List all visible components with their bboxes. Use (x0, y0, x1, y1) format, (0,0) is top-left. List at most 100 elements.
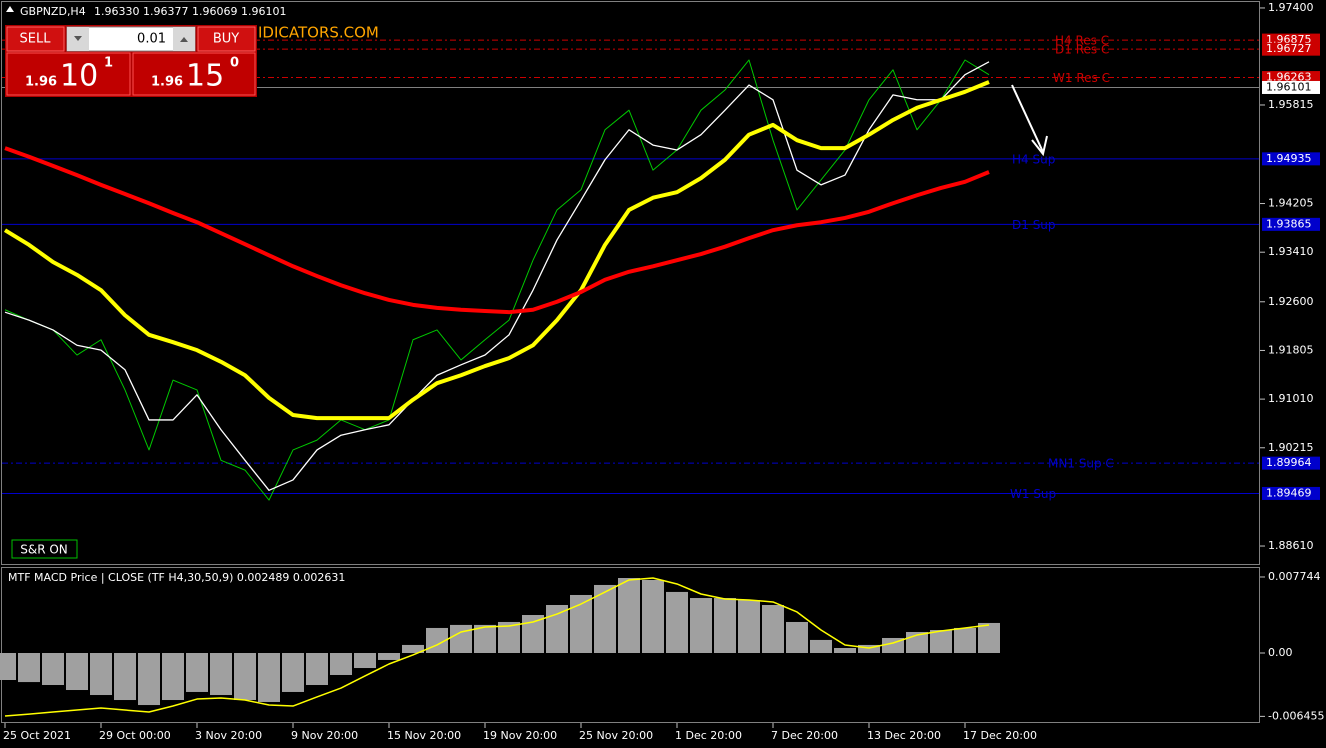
series-layer (0, 59, 1000, 717)
macd-pane-border (1, 567, 1260, 723)
y-tick-label: 1.90215 (1268, 441, 1314, 454)
histogram-bar (714, 598, 736, 654)
x-tick-label: 25 Oct 2021 (3, 729, 71, 742)
series-line (4, 59, 990, 501)
histogram-bar (978, 622, 1000, 654)
level-name: H4 Res C (1055, 34, 1109, 48)
histogram-bar (762, 604, 784, 654)
sell-button[interactable] (6, 26, 65, 52)
histogram-bar (330, 653, 352, 675)
y-tick-label: 0.007744 (1268, 570, 1321, 583)
y-tick-label: 0.00 (1268, 646, 1293, 659)
histogram-bar (18, 653, 40, 683)
collapse-icon[interactable] (6, 6, 14, 12)
levels-layer: H4 Res CD1 Res C W1 Res C H4 Sup D1 Sup MN1 … (2, 34, 1259, 501)
x-tick-label: 7 Dec 20:00 (771, 729, 838, 742)
level-price-box (1262, 456, 1320, 470)
bid-box[interactable] (6, 52, 131, 96)
histogram-bar (642, 579, 664, 654)
histogram-bar (138, 653, 160, 706)
histogram-bar (402, 644, 424, 654)
histogram-bar (42, 653, 64, 686)
bid-prefix: 1.96 (25, 75, 57, 90)
histogram-bar (930, 630, 952, 654)
level-price-label: 1.96727 (1266, 42, 1312, 55)
histogram-bar (210, 653, 232, 696)
x-tick-label: 19 Nov 20:00 (483, 729, 557, 742)
price-pane-border (1, 1, 1260, 565)
histogram-bar (690, 598, 712, 654)
histogram-bar (354, 653, 376, 669)
level-price-box (1262, 42, 1320, 56)
ask-small: 0 (230, 56, 239, 71)
y-tick-label: 1.92600 (1268, 295, 1314, 308)
series-line (3, 80, 990, 421)
y-tick-label: 1.93410 (1268, 245, 1314, 258)
x-tick-label: 17 Dec 20:00 (963, 729, 1037, 742)
level-name: D1 Res C (1055, 43, 1109, 57)
y-tick-label: 1.91805 (1268, 343, 1314, 356)
level-price-label: 1.93865 (1266, 217, 1312, 230)
level-name: D1 Sup (1012, 218, 1056, 232)
buy-label: BUY (213, 32, 239, 47)
level-name: MN1 Sup C (1048, 457, 1114, 471)
histogram-bar (0, 653, 16, 680)
histogram-bar (282, 653, 304, 692)
macd-title: MTF MACD Price | CLOSE (TF H4,30,50,9) 0… (8, 571, 345, 584)
buy-button[interactable] (197, 26, 256, 52)
level-price-label: 1.94935 (1266, 152, 1312, 165)
histogram-bar (834, 647, 856, 654)
level-name: H4 Sup (1012, 152, 1055, 166)
histogram-bar (618, 577, 640, 654)
histogram-bar (594, 584, 616, 654)
series-line (4, 577, 990, 717)
x-tick-label: 13 Dec 20:00 (867, 729, 941, 742)
histogram-bar (666, 591, 688, 654)
histogram-bar (738, 599, 760, 654)
x-tick-label: 3 Nov 20:00 (195, 729, 262, 742)
histogram-bar (810, 639, 832, 654)
level-price-label: 1.89964 (1266, 456, 1312, 469)
y-tick-label: 1.91010 (1268, 392, 1314, 405)
histogram-bar (90, 653, 112, 696)
sr-label[interactable]: S&R ON (20, 543, 68, 557)
watermark: IDICATORS.COM (258, 24, 379, 42)
level-price-label: 1.96263 (1266, 71, 1312, 84)
axis-layer: 1.97400 1.95815 1.94205 1.93410 1.92600 1.918… (3, 1, 1324, 742)
ohlc: 1.96330 1.96377 1.96069 1.96101 (94, 5, 286, 18)
arrow-annotation (1011, 84, 1048, 157)
histogram-bar (522, 615, 544, 654)
histogram-bar (306, 653, 328, 686)
histogram-bar (162, 653, 184, 701)
sell-label[interactable]: SELL (20, 32, 52, 47)
series-line (4, 146, 990, 315)
histogram-bar (258, 653, 280, 702)
histogram-bar (66, 653, 88, 691)
sr-button[interactable] (11, 539, 78, 559)
ask-box[interactable] (132, 52, 256, 96)
histogram-bar (498, 621, 520, 654)
histogram-bar (114, 653, 136, 701)
level-price-box (1262, 217, 1320, 231)
histogram-bar (186, 653, 208, 692)
lot-value[interactable]: 0.01 (137, 32, 166, 47)
x-tick-label: 15 Nov 20:00 (387, 729, 461, 742)
level-name: W1 Sup (1010, 487, 1056, 501)
histogram-bar (954, 627, 976, 654)
y-tick-label: 1.97400 (1268, 1, 1314, 14)
level-price-box (1262, 486, 1320, 500)
histogram-bar (570, 594, 592, 654)
level-price-box (1262, 71, 1320, 85)
level-price-box (1262, 80, 1320, 94)
y-tick-label: -0.006455 (1268, 709, 1324, 722)
series-line (4, 61, 990, 491)
ask-big: 15 (186, 59, 224, 94)
x-tick-label: 25 Nov 20:00 (579, 729, 653, 742)
lot-up-icon (180, 37, 188, 42)
bid-small: 1 (104, 56, 113, 71)
histogram-bar (474, 624, 496, 654)
level-price-box (1262, 152, 1320, 166)
level-price-label: 1.89469 (1266, 486, 1312, 499)
